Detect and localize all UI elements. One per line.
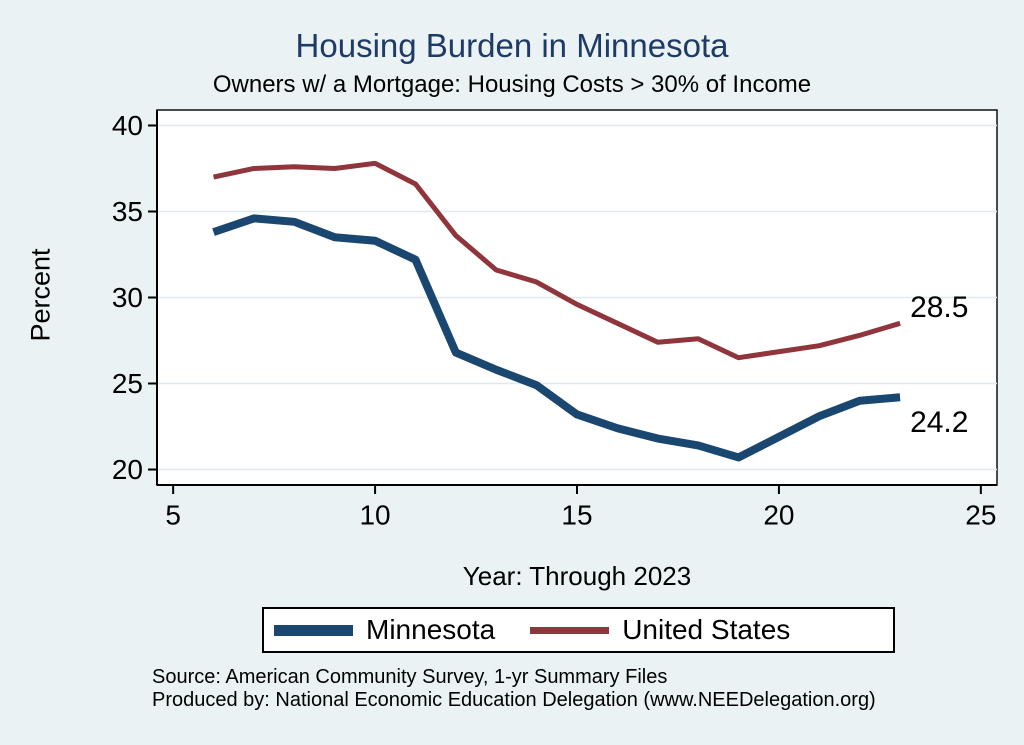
y-tick-label-40: 40 bbox=[112, 110, 143, 141]
x-tick-label-20: 20 bbox=[763, 500, 794, 531]
chart-subtitle: Owners w/ a Mortgage: Housing Costs > 30… bbox=[212, 71, 812, 98]
source-line-2: Produced by: National Economic Education… bbox=[152, 689, 876, 711]
united-states-line-swatch bbox=[530, 626, 610, 634]
y-tick-label-20: 20 bbox=[112, 454, 143, 485]
legend-label-minnesota: Minnesota bbox=[366, 614, 496, 645]
y-axis-title: Percent bbox=[25, 248, 56, 342]
x-tick-label-5: 5 bbox=[165, 500, 181, 531]
y-tick-label-30: 30 bbox=[112, 282, 143, 313]
y-tick-label-25: 25 bbox=[112, 368, 143, 399]
legend: Minnesota United States bbox=[262, 607, 895, 653]
minnesota-end-label: 24.2 bbox=[910, 406, 968, 439]
x-tick-label-25: 25 bbox=[965, 500, 996, 531]
x-axis-title: Year: Through 2023 bbox=[462, 561, 692, 591]
x-tick-label-15: 15 bbox=[561, 500, 592, 531]
united-states-line bbox=[213, 160, 901, 361]
y-tick-label-35: 35 bbox=[112, 196, 143, 227]
legend-label-united-states: United States bbox=[622, 614, 791, 645]
chart-title: Housing Burden in Minnesota bbox=[295, 27, 729, 64]
minnesota-line-swatch bbox=[274, 624, 353, 636]
source-line-1: Source: American Community Survey, 1-yr … bbox=[152, 666, 668, 688]
united-states-end-label: 28.5 bbox=[910, 291, 968, 324]
x-tick-label-10: 10 bbox=[359, 500, 390, 531]
minnesota-line bbox=[212, 214, 901, 462]
source-note: Source: American Community Survey, 1-yr … bbox=[152, 666, 876, 712]
